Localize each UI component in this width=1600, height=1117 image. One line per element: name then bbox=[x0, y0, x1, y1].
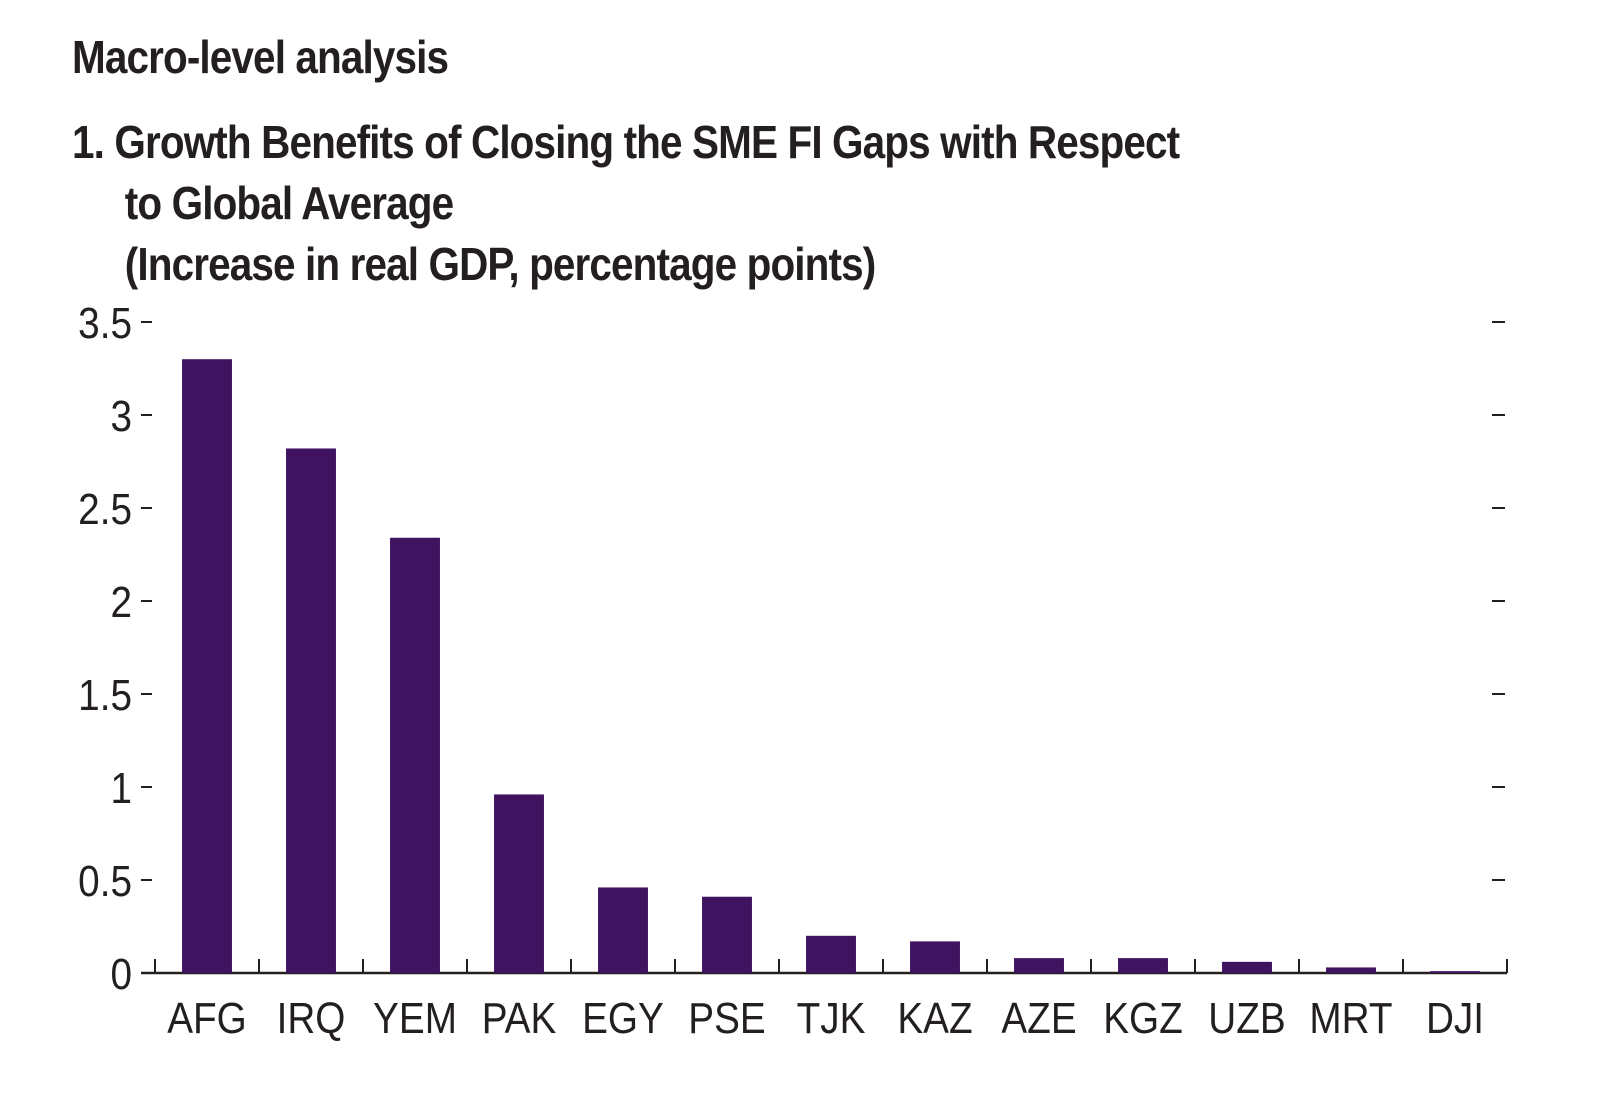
bar-uzb bbox=[1222, 961, 1272, 973]
bar-yem bbox=[390, 537, 440, 973]
x-tick-label-uzb: UZB bbox=[1208, 993, 1285, 1043]
section-heading: Macro-level analysis bbox=[72, 31, 449, 83]
bar-afg bbox=[182, 359, 232, 973]
x-tick-label-irq: IRQ bbox=[277, 993, 346, 1043]
x-tick-label-pak: PAK bbox=[482, 993, 557, 1043]
x-tick-label-dji: DJI bbox=[1426, 993, 1484, 1043]
bar-irq bbox=[286, 448, 336, 974]
y-tick-label-1: 0.5 bbox=[78, 856, 132, 906]
x-tick-label-kgz: KGZ bbox=[1103, 993, 1183, 1043]
y-tick-label-7: 3.5 bbox=[78, 298, 132, 348]
y-tick-label-2: 1 bbox=[110, 763, 132, 813]
x-tick-label-egy: EGY bbox=[582, 993, 664, 1043]
chart-title-line-2: to Global Average bbox=[124, 177, 454, 229]
bar-egy bbox=[598, 887, 648, 973]
bar-aze bbox=[1014, 958, 1064, 973]
x-tick-label-yem: YEM bbox=[373, 993, 457, 1043]
x-tick-label-tjk: TJK bbox=[797, 993, 866, 1043]
bar-tjk bbox=[806, 935, 856, 973]
chart-title-line-1: 1. Growth Benefits of Closing the SME FI… bbox=[72, 116, 1180, 168]
bar-pse bbox=[702, 896, 752, 973]
x-tick-label-mrt: MRT bbox=[1309, 993, 1392, 1043]
x-tick-label-kaz: KAZ bbox=[897, 993, 972, 1043]
bar-pak bbox=[494, 794, 544, 973]
y-tick-label-5: 2.5 bbox=[78, 484, 132, 534]
chart-subtitle: (Increase in real GDP, percentage points… bbox=[124, 238, 876, 290]
x-tick-label-afg: AFG bbox=[167, 993, 247, 1043]
x-tick-label-pse: PSE bbox=[688, 993, 765, 1043]
bar-kgz bbox=[1118, 958, 1168, 973]
bar-dji bbox=[1430, 971, 1480, 973]
chart-title: 1. Growth Benefits of Closing the SME FI… bbox=[72, 112, 1180, 295]
y-tick-label-3: 1.5 bbox=[78, 670, 132, 720]
y-tick-label-0: 0 bbox=[110, 949, 132, 999]
y-tick-label-4: 2 bbox=[110, 577, 132, 627]
bar-kaz bbox=[910, 941, 960, 973]
x-tick-label-aze: AZE bbox=[1001, 993, 1076, 1043]
bar-mrt bbox=[1326, 967, 1376, 973]
y-tick-label-6: 3 bbox=[110, 391, 132, 441]
